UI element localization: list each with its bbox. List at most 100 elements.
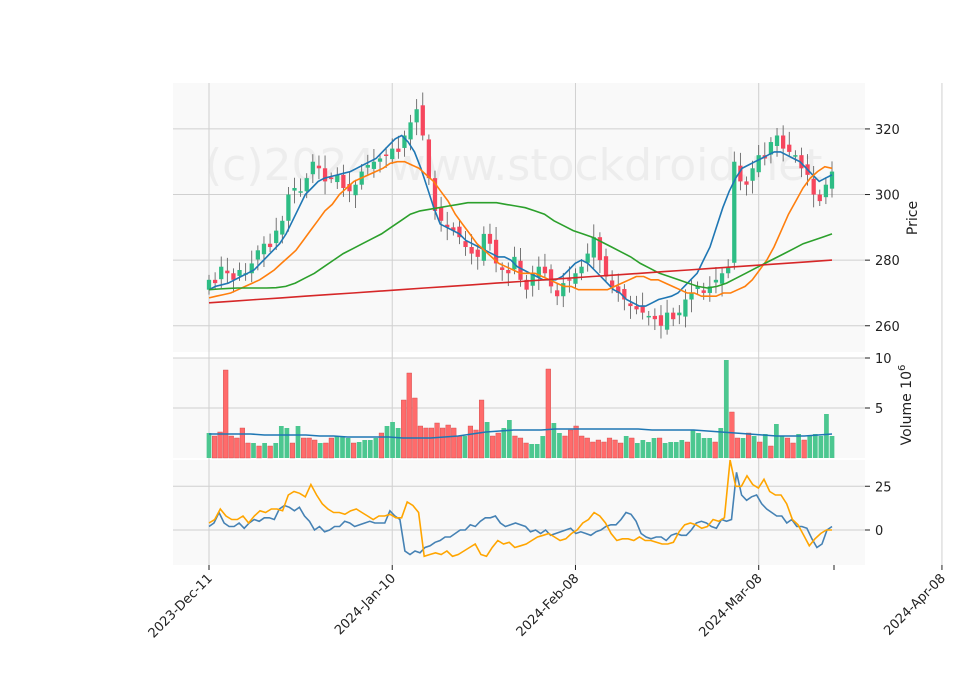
candle-body [726, 266, 731, 274]
volume-bar [245, 442, 251, 459]
volume-tick-label: 10 [875, 352, 892, 367]
candle-body [738, 165, 743, 182]
volume-bar [512, 435, 518, 459]
candle-body [493, 239, 499, 264]
volume-bar [234, 437, 240, 459]
candle-body [457, 226, 462, 238]
panel-background [173, 83, 865, 352]
volume-bar [612, 439, 618, 459]
volume-bar [745, 432, 752, 459]
candle-body [481, 233, 486, 261]
candle-body [500, 267, 505, 270]
volume-bar [734, 437, 741, 459]
price-axis-title: Price [905, 201, 921, 235]
volume-bar [579, 435, 585, 459]
candle-body [756, 155, 761, 173]
volume-bar [251, 443, 256, 458]
candle-body [420, 105, 425, 136]
volume-bar [451, 427, 457, 459]
candle-body [683, 299, 688, 317]
volume-bar [467, 425, 474, 459]
candle-body [750, 168, 755, 181]
candle-body [506, 269, 511, 274]
candle-body [249, 263, 254, 274]
candle-body [585, 253, 590, 263]
volume-bar [595, 439, 601, 459]
volume-bar [484, 422, 490, 458]
volume-bar [340, 436, 345, 458]
panel-background [173, 460, 865, 565]
volume-bar [545, 368, 551, 459]
volume-bar [273, 443, 279, 458]
volume-bar [228, 435, 234, 459]
price-tick-label: 300 [875, 189, 900, 204]
volume-bar [601, 441, 607, 459]
volume-bar [729, 411, 735, 459]
candle-body [732, 161, 737, 263]
candle-body [713, 279, 719, 283]
volume-bar [367, 440, 373, 458]
volume-bar [679, 440, 685, 458]
candle-body [408, 122, 413, 140]
volume-bar [401, 399, 407, 459]
candle-body [206, 279, 212, 290]
volume-bar [395, 428, 401, 458]
candle-body [518, 260, 523, 280]
volume-bar [824, 414, 829, 458]
candle-body [225, 270, 230, 274]
candle-body [817, 194, 822, 202]
candle-body [445, 224, 450, 228]
candle-body [341, 174, 346, 188]
volume-bar [551, 423, 557, 458]
volume-bar [723, 360, 729, 458]
volume-bar [762, 434, 768, 458]
candle-body [219, 266, 224, 280]
candle-body [622, 289, 627, 300]
candle-body [719, 273, 725, 284]
price-tick-label: 320 [875, 123, 900, 138]
candle-body [463, 241, 468, 248]
candle-body [316, 165, 322, 169]
volume-bar [384, 426, 390, 458]
candle-body [451, 227, 456, 231]
volume-bar [306, 437, 312, 459]
candle-body [628, 303, 633, 307]
candle-body [573, 273, 578, 284]
candle-body [689, 292, 694, 300]
volume-bar [790, 442, 796, 459]
volume-bar [417, 425, 423, 459]
indicator-line-b [208, 459, 832, 558]
candle-body [536, 266, 541, 278]
indicator-line-a [208, 472, 833, 556]
volume-bar [584, 437, 590, 459]
candle-body [438, 207, 444, 221]
volume-bar [517, 437, 524, 459]
volume-bar [634, 443, 640, 458]
candle-body [829, 171, 835, 189]
candle-body [329, 177, 334, 179]
candle-body [780, 135, 786, 149]
x-tick-label: 2024-Jan-10 [332, 571, 399, 638]
volume-bar [412, 397, 418, 459]
volume-bar [712, 441, 718, 459]
volume-bar [356, 442, 362, 458]
volume-bar [656, 437, 663, 459]
volume-bar [784, 437, 791, 459]
volume-bar [406, 372, 412, 459]
volume-bar [646, 442, 651, 458]
candle-body [530, 273, 535, 286]
candle-body [591, 237, 596, 258]
candle-body [616, 286, 621, 293]
watermark-text: (c)2024 www.stockdroid.net [205, 140, 822, 191]
volume-bar [456, 435, 462, 459]
volume-bar [540, 436, 546, 458]
volume-bar [239, 427, 245, 459]
volume-bar [529, 444, 534, 458]
volume-bar [718, 428, 724, 458]
candle-body [701, 290, 706, 293]
candle-body [603, 256, 609, 277]
candle-body [652, 315, 658, 320]
volume-bar [501, 428, 507, 458]
volume-bar [779, 436, 785, 458]
candle-body [274, 230, 279, 244]
